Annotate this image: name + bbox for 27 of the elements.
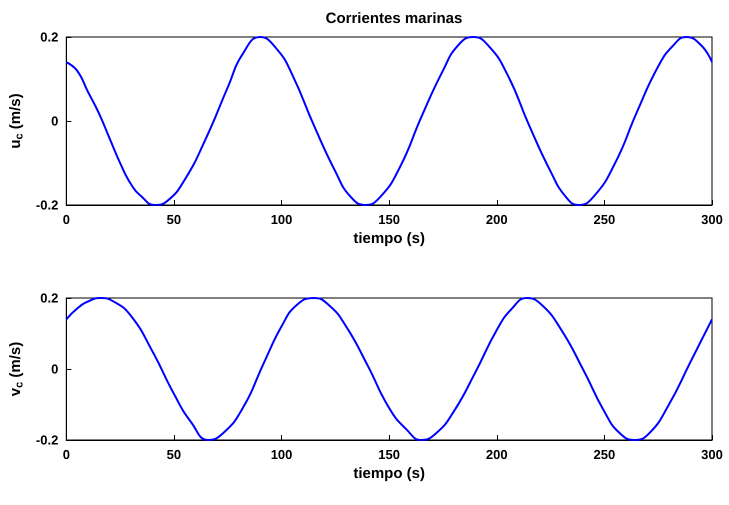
y-axis-title: vc (m/s) bbox=[7, 342, 26, 396]
y-tick-label: 0 bbox=[51, 114, 58, 128]
line-series bbox=[65, 297, 713, 441]
x-tick-label: 150 bbox=[378, 447, 400, 462]
y-axis-title: uc (m/s) bbox=[7, 93, 26, 149]
y-tick-label: 0.2 bbox=[40, 30, 58, 44]
x-axis-title: tiempo (s) bbox=[353, 464, 425, 482]
x-tick-label: 150 bbox=[378, 212, 400, 227]
x-tick-label: 250 bbox=[594, 212, 616, 227]
x-tick-label: 300 bbox=[701, 212, 723, 227]
y-tick-label: -0.2 bbox=[36, 198, 58, 212]
x-tick-label: 100 bbox=[270, 447, 292, 462]
line-series bbox=[65, 36, 713, 206]
chart-title: Corrientes marinas bbox=[326, 10, 462, 27]
x-tick-label: 200 bbox=[486, 447, 508, 462]
x-tick-label: 50 bbox=[166, 447, 182, 462]
x-tick-label: 50 bbox=[166, 212, 182, 227]
x-tick-label: 300 bbox=[701, 447, 723, 462]
x-tick-label: 250 bbox=[594, 447, 616, 462]
y-tick-label: 0 bbox=[51, 362, 58, 376]
x-axis-title: tiempo (s) bbox=[353, 230, 425, 247]
x-tick-label: 0 bbox=[62, 447, 70, 462]
x-tick-label: 200 bbox=[486, 212, 508, 227]
x-tick-label: 100 bbox=[270, 212, 292, 227]
x-tick-label: 0 bbox=[62, 212, 70, 227]
y-tick-label: -0.2 bbox=[36, 432, 58, 448]
y-tick-label: 0.2 bbox=[40, 290, 58, 306]
